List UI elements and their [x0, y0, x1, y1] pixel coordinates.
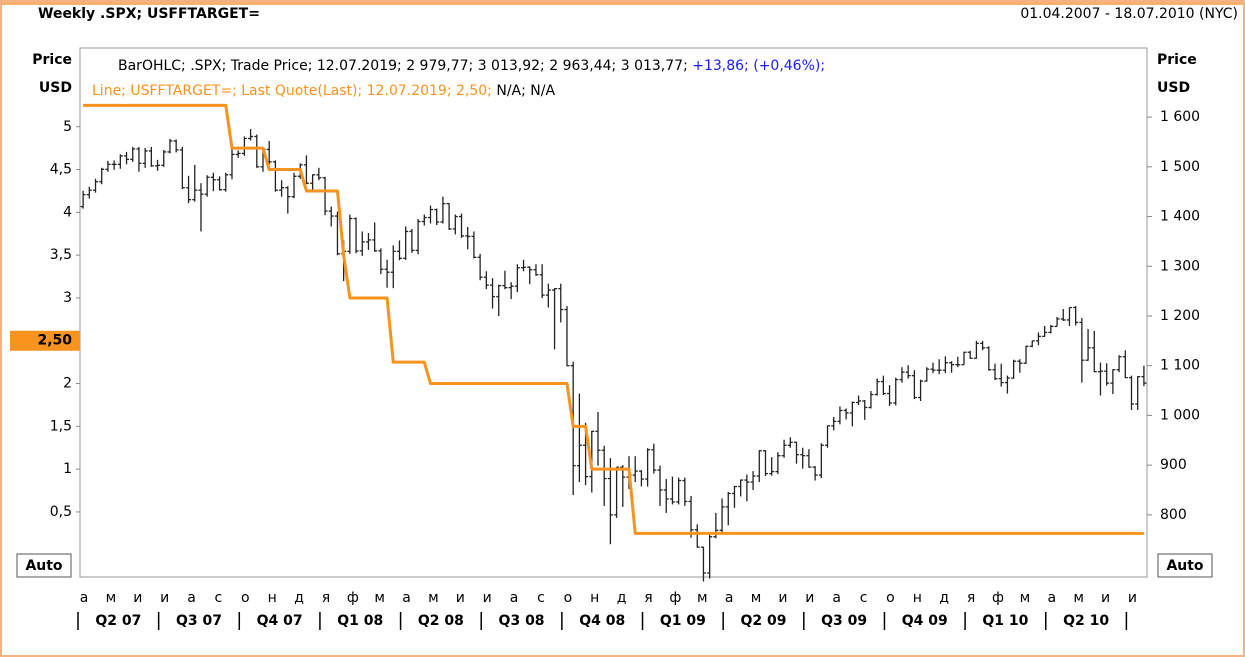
y2-tick-label: 800: [1160, 507, 1187, 523]
y-unit: USD: [39, 80, 72, 96]
month-label: м: [428, 590, 439, 606]
month-label: ф: [992, 590, 1004, 606]
month-label: м: [106, 590, 117, 606]
quarter-label: Q3 07: [176, 613, 222, 629]
month-label: а: [725, 590, 734, 606]
month-label: м: [374, 590, 385, 606]
chart-title: Weekly .SPX; USFFTARGET=: [38, 6, 260, 22]
month-label: о: [886, 590, 895, 606]
quarter-label: Q2 08: [418, 613, 464, 629]
month-label: д: [617, 590, 627, 606]
month-label: с: [860, 590, 868, 606]
quarter-label: Q4 07: [257, 613, 303, 629]
month-label: ф: [347, 590, 359, 606]
month-label: и: [133, 590, 142, 606]
auto-button[interactable]: [16, 553, 72, 578]
month-label: м: [751, 590, 762, 606]
month-label: и: [483, 590, 492, 606]
quarter-label: Q3 08: [499, 613, 545, 629]
month-label: м: [697, 590, 708, 606]
month-label: и: [805, 590, 814, 606]
legend-line: Line; USFFTARGET=; Last Quote(Last); 12.…: [92, 83, 555, 99]
month-label: н: [268, 590, 277, 606]
y2-tick-label: 1 000: [1160, 407, 1200, 423]
month-label: о: [241, 590, 250, 606]
month-label: н: [590, 590, 599, 606]
month-label: а: [1047, 590, 1056, 606]
legend-bar-change: +13,86; (+0,46%);: [692, 58, 825, 74]
month-label: и: [160, 590, 169, 606]
y2-label: Price: [1157, 52, 1197, 68]
y2-tick-label: 900: [1160, 457, 1187, 473]
last-value-label: 2,50: [37, 333, 72, 349]
ohlc-bars: [80, 129, 1147, 582]
date-range: 01.04.2007 - 18.07.2010 (NYC): [1020, 6, 1238, 22]
legend-line-extra: N/A; N/A: [496, 83, 555, 99]
quarter-label: Q4 08: [579, 613, 625, 629]
y-label: Price: [32, 52, 72, 68]
plot-frame: [79, 47, 1148, 578]
y-tick-label: 3: [63, 290, 72, 306]
month-label: с: [215, 590, 223, 606]
month-label: д: [294, 590, 304, 606]
month-label: ф: [669, 590, 681, 606]
y2-tick-label: 1 200: [1160, 308, 1200, 324]
y-tick-label: 4,5: [50, 162, 72, 178]
y-tick-label: 0,5: [50, 504, 72, 520]
y-tick-label: 3,5: [50, 247, 72, 263]
quarter-label: Q2 07: [95, 613, 141, 629]
y-tick-label: 5: [63, 119, 72, 135]
quarter-label: Q2 10: [1063, 613, 1109, 629]
auto-left[interactable]: Auto: [16, 553, 72, 578]
month-label: м: [1020, 590, 1031, 606]
auto-text[interactable]: Auto: [1166, 558, 1203, 574]
legend-bar-text: BarOHLC; .SPX; Trade Price; 12.07.2019; …: [118, 58, 688, 74]
y2-tick-label: 1 600: [1160, 109, 1200, 125]
auto-button[interactable]: [1157, 553, 1213, 578]
month-label: а: [80, 590, 89, 606]
y2-tick-label: 1 300: [1160, 258, 1200, 274]
month-label: а: [402, 590, 411, 606]
y-tick-label: 2: [63, 376, 72, 392]
y-tick-label: 4: [63, 204, 72, 220]
month-label: о: [564, 590, 573, 606]
month-label: и: [1101, 590, 1110, 606]
y2-unit: USD: [1157, 80, 1190, 96]
month-label: н: [913, 590, 922, 606]
month-label: а: [832, 590, 841, 606]
quarter-label: Q1 10: [982, 613, 1028, 629]
quarter-label: Q3 09: [821, 613, 867, 629]
month-label: и: [456, 590, 465, 606]
month-label: а: [187, 590, 196, 606]
auto-text[interactable]: Auto: [25, 558, 62, 574]
legend-bar: BarOHLC; .SPX; Trade Price; 12.07.2019; …: [118, 58, 825, 74]
quarter-label: Q2 09: [740, 613, 786, 629]
month-label: м: [1073, 590, 1084, 606]
y2-tick-label: 1 500: [1160, 159, 1200, 175]
y-tick-label: 1: [63, 461, 72, 477]
auto-right[interactable]: Auto: [1157, 553, 1213, 578]
y2-tick-label: 1 400: [1160, 209, 1200, 225]
y2-tick-label: 1 100: [1160, 358, 1200, 374]
month-label: с: [537, 590, 545, 606]
quarter-label: Q1 08: [337, 613, 383, 629]
quarter-label: Q1 09: [660, 613, 706, 629]
month-label: я: [644, 590, 652, 606]
y-tick-label: 1,5: [50, 418, 72, 434]
month-label: а: [510, 590, 519, 606]
month-label: и: [778, 590, 787, 606]
last-value-box: [10, 330, 80, 351]
legend-line-text: Line; USFFTARGET=; Last Quote(Last); 12.…: [92, 83, 492, 99]
fed-target-line: [83, 103, 1144, 535]
month-label: д: [939, 590, 949, 606]
month-label: я: [967, 590, 975, 606]
month-label: и: [1128, 590, 1137, 606]
month-label: я: [322, 590, 330, 606]
top-strip: [2, 2, 1243, 5]
quarter-label: Q4 09: [902, 613, 948, 629]
